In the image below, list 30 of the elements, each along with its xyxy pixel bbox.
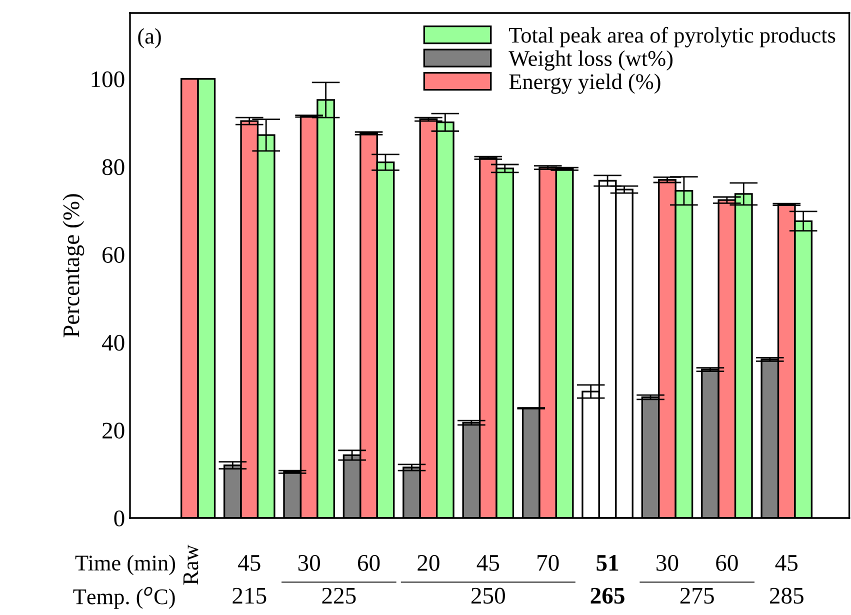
x-tick-label: 51 — [596, 555, 618, 571]
x-tick-label: 60 — [358, 554, 380, 571]
y-tick-label: 40 — [102, 334, 124, 351]
annotation: (a) — [138, 28, 161, 48]
x-tick-label: 45 — [775, 555, 798, 571]
x-tick-label: 60 — [716, 554, 738, 571]
legend-label: Total peak area of pyrolytic products — [509, 26, 836, 48]
text: 265 — [590, 588, 624, 604]
y-tick-label: 100 — [92, 71, 124, 88]
text: 250 — [471, 588, 505, 604]
x-tick-label: 45 — [238, 555, 260, 571]
y-tick-label: 60 — [102, 247, 124, 263]
text: 215 — [232, 588, 266, 604]
x-tick-label: 20 — [418, 554, 440, 571]
text: Temp. ($^{o}$C) — [73, 586, 175, 609]
y-axis-title: Percentage (%) — [62, 194, 84, 338]
x-tick-label: 45 — [476, 555, 500, 571]
legend-label: Weight loss (wt%) — [508, 50, 673, 71]
text: 285 — [770, 588, 804, 604]
x-tick-label: 30 — [298, 554, 320, 571]
text: 275 — [680, 588, 714, 604]
text: Time (min) — [75, 554, 176, 576]
x-tick-label: 30 — [656, 554, 678, 571]
legend-label: Energy yield (%) — [509, 74, 660, 94]
y-tick-label: 20 — [102, 422, 124, 439]
x-tick-label: Raw — [183, 544, 198, 585]
y-tick-label: 0 — [114, 510, 124, 526]
text: 225 — [322, 588, 356, 604]
x-tick-label: 70 — [538, 554, 559, 571]
y-tick-label: 80 — [102, 159, 124, 176]
